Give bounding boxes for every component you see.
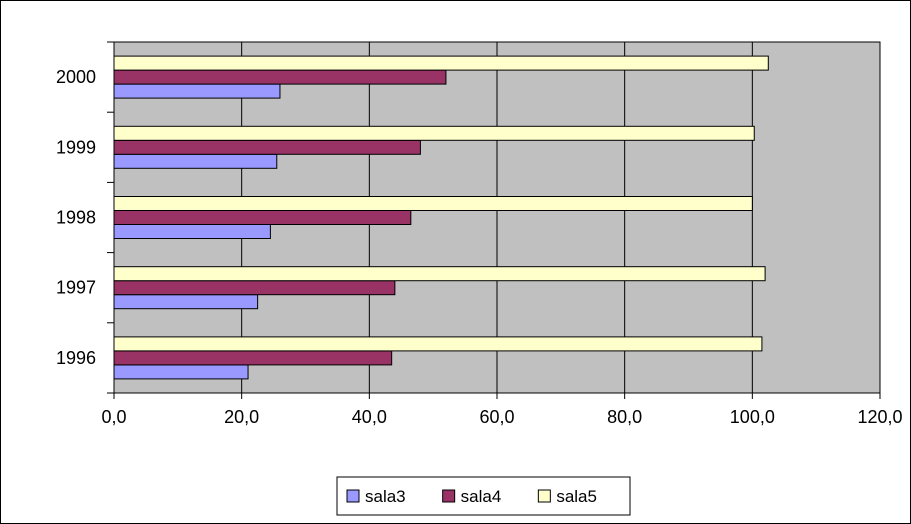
bar-sala5-1998 [113, 196, 753, 211]
legend-label-sala4: sala4 [461, 487, 502, 506]
bar-sala3-1999 [113, 153, 278, 169]
legend-label-sala3: sala3 [365, 487, 406, 506]
legend-swatch-sala5 [537, 489, 551, 503]
x-tick-label: 80,0 [607, 407, 642, 427]
y-tick-label: 2000 [56, 67, 96, 87]
x-tick-label: 120,0 [857, 407, 902, 427]
y-tick-label: 1999 [56, 137, 96, 157]
legend-label-sala5: sala5 [556, 487, 597, 506]
bar-sala4-2000 [113, 69, 447, 85]
bar-sala5-1997 [113, 266, 766, 282]
y-tick-label: 1997 [56, 278, 96, 298]
x-tick-label: 40,0 [352, 407, 387, 427]
legend-box [336, 476, 631, 516]
bar-sala4-1997 [113, 280, 396, 296]
bar-sala3-2000 [113, 83, 281, 99]
legend-swatch-sala3 [346, 489, 360, 503]
x-tick-label: 100,0 [730, 407, 775, 427]
y-tick-label: 1998 [56, 208, 96, 228]
bar-sala5-1999 [113, 125, 755, 141]
bar-sala3-1997 [113, 294, 259, 310]
legend-swatch-sala4 [442, 489, 456, 503]
bar-sala5-1996 [113, 336, 763, 352]
bar-sala4-1998 [113, 210, 412, 225]
bar-sala4-1999 [113, 139, 421, 155]
bar-sala5-2000 [113, 55, 769, 71]
bar-sala3-1996 [113, 364, 249, 380]
x-tick-label: 60,0 [479, 407, 514, 427]
x-tick-label: 20,0 [224, 407, 259, 427]
legend: sala3 sala4 sala5 [336, 476, 631, 516]
bar-sala4-1996 [113, 350, 393, 366]
y-tick-label: 1996 [56, 348, 96, 368]
x-tick-label: 0,0 [101, 407, 126, 427]
bars [113, 55, 769, 380]
bar-sala3-1998 [113, 224, 271, 239]
axes: 0,0 20,0 40,0 60,0 80,0 100,0 120,0 1996 1997 199… [56, 41, 903, 427]
